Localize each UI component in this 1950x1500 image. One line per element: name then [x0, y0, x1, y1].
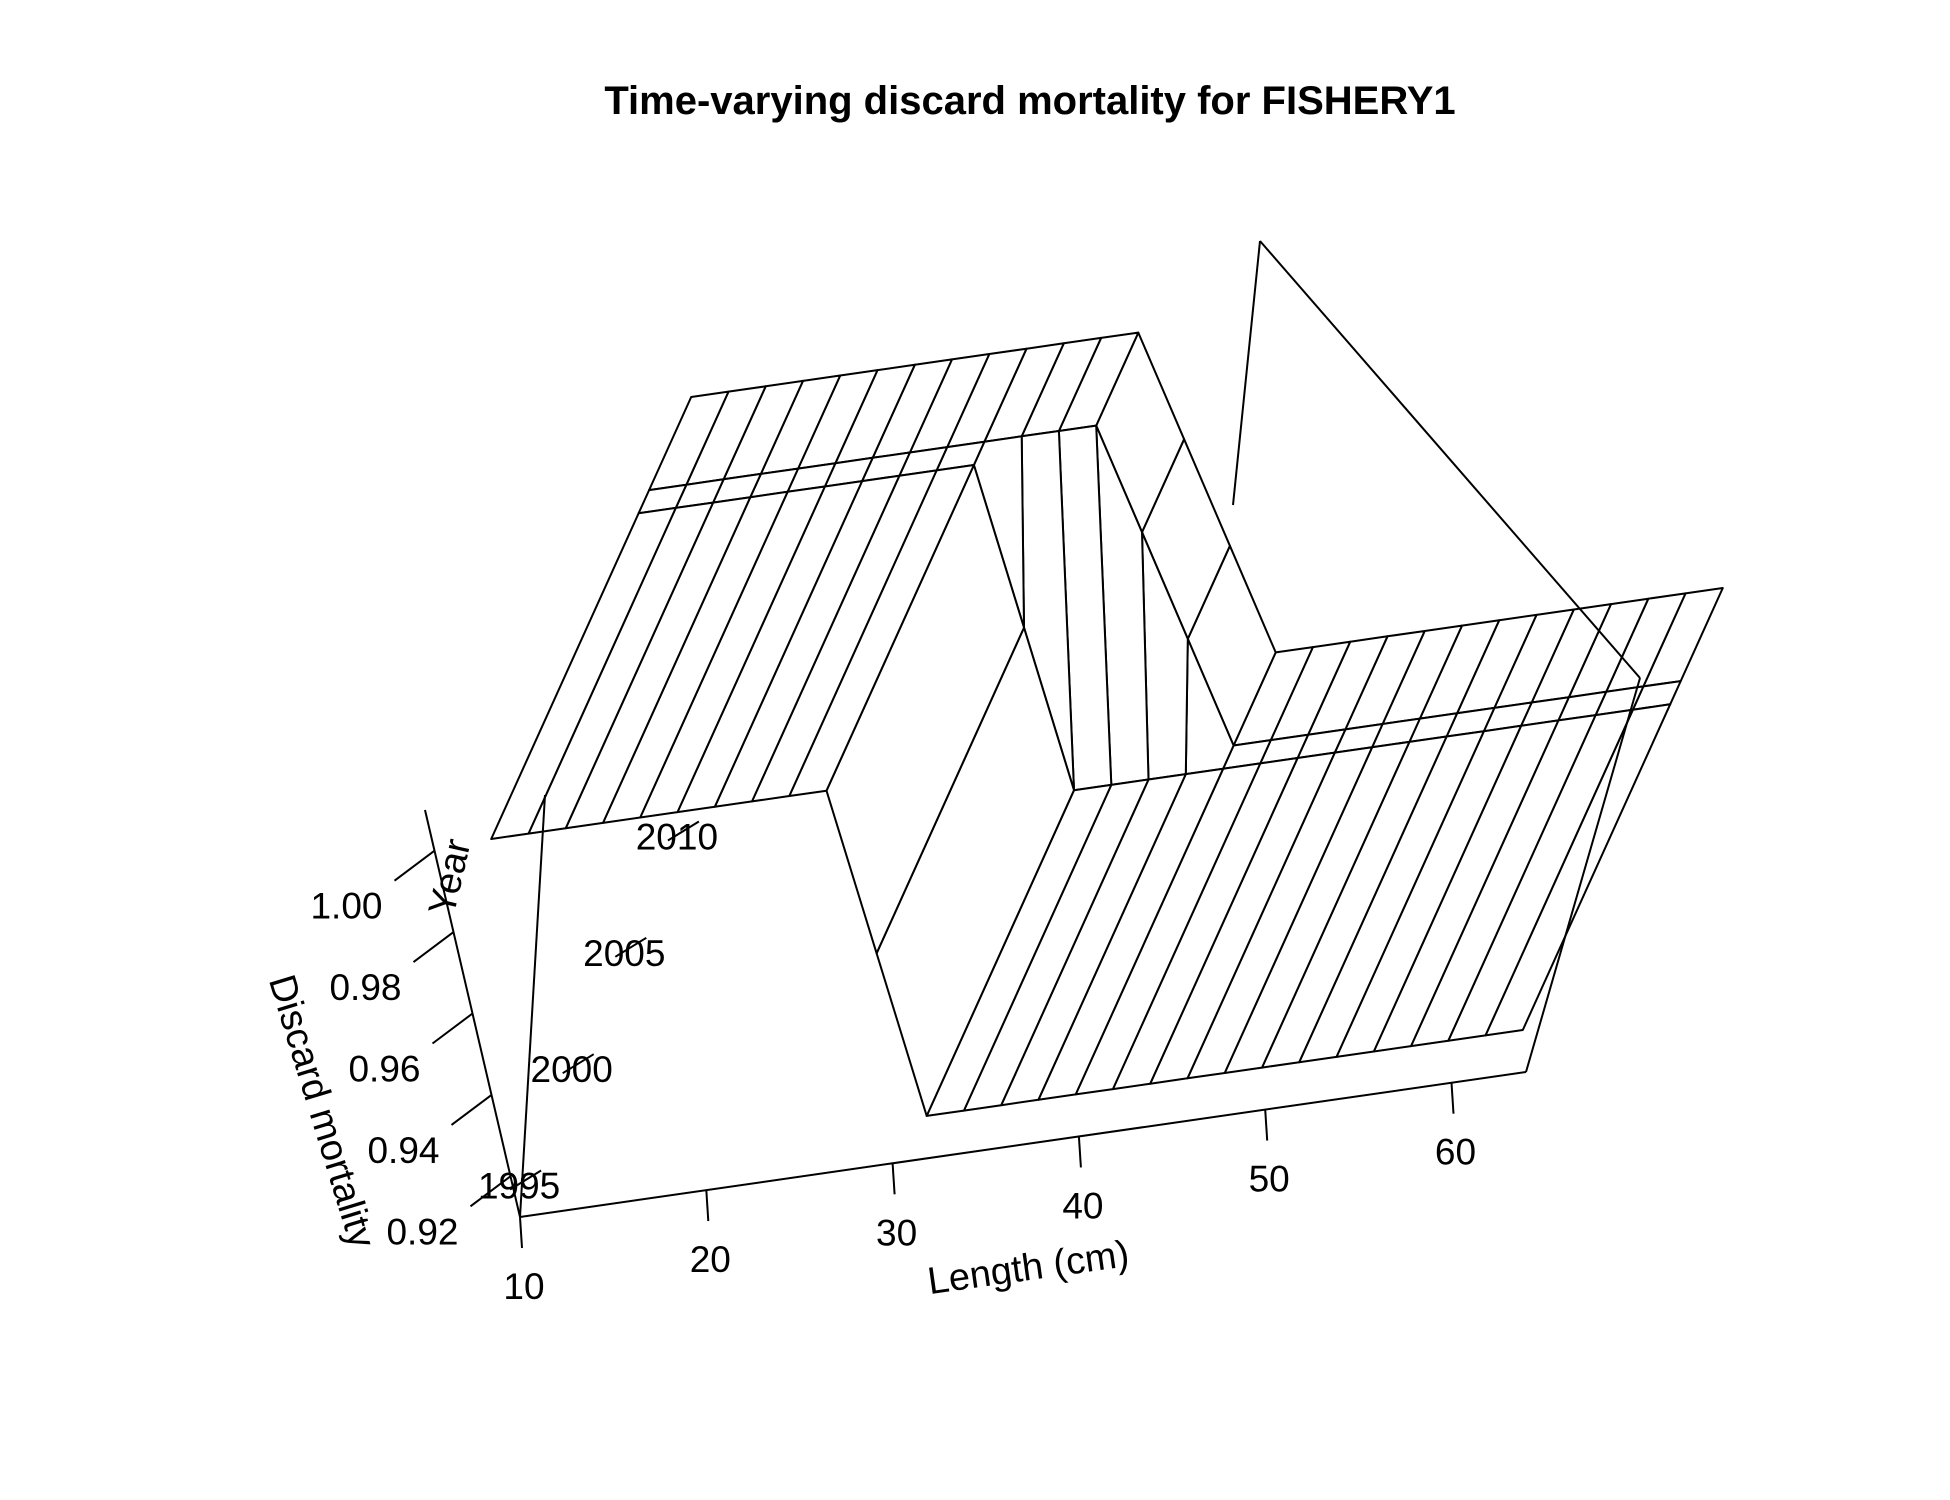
- y-axis-year: 1995 2000 2005 2010: [478, 817, 718, 1207]
- z-axis-discard-mortality: 0.92 0.94 0.96 0.98 1.00: [310, 849, 512, 1252]
- z-axis-title: Discard mortality: [260, 970, 383, 1253]
- z-tick-label: 0.94: [367, 1130, 439, 1171]
- box-edge-bottom-front: [519, 1071, 1527, 1218]
- z-tick-label: 0.96: [348, 1049, 420, 1090]
- y-tick-label: 2000: [531, 1049, 613, 1090]
- z-tick-label: 1.00: [310, 886, 382, 927]
- y-tick-mark: [509, 1169, 542, 1191]
- x-axis-length: 10 20 30 40 50 60: [503, 1082, 1476, 1307]
- z-tick-mark: [450, 1094, 493, 1126]
- chart-title: Time-varying discard mortality for FISHE…: [604, 79, 1455, 123]
- x-tick-label: 20: [690, 1239, 731, 1280]
- x-tick-mark: [891, 1163, 896, 1195]
- y-axis-title: Year: [421, 835, 479, 920]
- y-tick-mark: [614, 936, 647, 958]
- z-tick-mark: [393, 849, 436, 882]
- x-tick-mark: [1450, 1082, 1455, 1114]
- x-tick-label: 40: [1062, 1185, 1103, 1226]
- y-tick-mark: [667, 820, 700, 842]
- box-edge-right-vertical: [1525, 677, 1641, 1073]
- z-tick-mark: [431, 1012, 474, 1045]
- x-tick-label: 10: [503, 1266, 544, 1307]
- x-tick-label: 30: [876, 1212, 917, 1253]
- box-edge-front-left: [519, 794, 546, 1218]
- discard-mortality-surface: [490, 331, 1724, 1117]
- x-tick-label: 50: [1249, 1159, 1290, 1200]
- y-tick-mark: [562, 1053, 595, 1075]
- x-tick-mark: [705, 1190, 710, 1222]
- x-axis-title: Length (cm): [925, 1233, 1132, 1303]
- y-tick-label: 2010: [636, 817, 718, 858]
- box-edge-back-right-vertical: [1232, 240, 1261, 506]
- x-tick-label: 60: [1435, 1132, 1476, 1173]
- z-tick-mark: [412, 931, 455, 963]
- x-tick-mark: [1077, 1136, 1082, 1168]
- x-tick-mark: [1264, 1109, 1269, 1141]
- y-tick-label: 1995: [478, 1166, 560, 1207]
- surface-facet: [490, 506, 677, 840]
- z-tick-mark: [469, 1175, 512, 1208]
- box-edge-back-right-top: [1259, 240, 1641, 679]
- y-tick-label: 2005: [583, 933, 665, 974]
- z-tick-label: 0.92: [386, 1211, 458, 1252]
- x-tick-mark: [519, 1216, 523, 1249]
- z-tick-label: 0.98: [329, 967, 401, 1008]
